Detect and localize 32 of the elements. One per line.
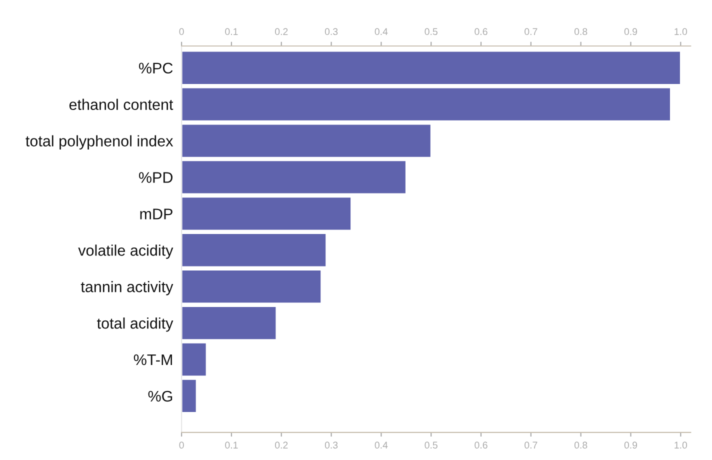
x-tick-label: 0.5 xyxy=(424,28,438,36)
x-tick-label: 0.8 xyxy=(574,28,588,36)
y-tick-label: %G xyxy=(148,390,172,402)
x2-tick-label: 0.4 xyxy=(374,442,388,449)
y-tick-label: %T-M xyxy=(134,354,172,366)
y-tick-label: tannin activity xyxy=(80,281,174,296)
x-tick-label: 0.4 xyxy=(374,28,388,36)
x2-tick-label: 0.2 xyxy=(275,442,288,449)
x-tick-label: 0.2 xyxy=(275,28,288,36)
x-tick-label: 0.7 xyxy=(524,28,538,36)
x-tick-label: 0.3 xyxy=(324,28,338,36)
x2-tick-label: 0 xyxy=(179,442,184,449)
y-tick-label: volatile acidity xyxy=(78,244,174,259)
x-tick-label: 1.0 xyxy=(674,28,688,36)
x2-tick-label: 0.7 xyxy=(524,442,538,449)
x2-tick-label: 0.3 xyxy=(324,442,338,449)
x2-tick-label: 1.0 xyxy=(674,442,688,449)
y-tick-label: %PC xyxy=(138,62,173,74)
x-tick-label: 0.1 xyxy=(225,28,238,36)
x2-tick-label: 0.6 xyxy=(474,442,488,449)
y-tick-label: total polyphenol index xyxy=(26,135,174,150)
y-tick-label: mDP xyxy=(140,208,172,220)
y-tick-label: total acidity xyxy=(97,318,174,332)
x2-tick-label: 0.1 xyxy=(225,442,238,449)
y-tick-label: %PD xyxy=(138,172,172,183)
x2-tick-label: 0.8 xyxy=(574,442,588,449)
x2-tick-label: 0.9 xyxy=(624,442,638,449)
x-tick-label: 0 xyxy=(179,28,184,36)
y-tick-label: ethanol content xyxy=(69,98,174,110)
x-tick-label: 0.9 xyxy=(624,28,638,36)
x2-tick-label: 0.5 xyxy=(424,442,438,449)
x-tick-label: 0.6 xyxy=(474,28,488,36)
